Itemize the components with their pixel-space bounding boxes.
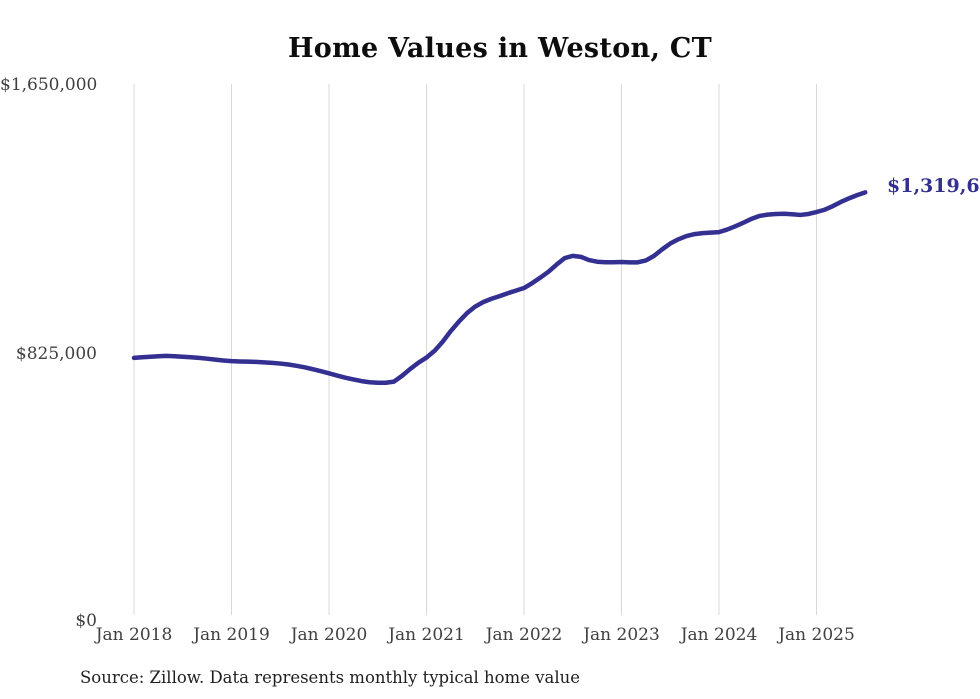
y-axis-tick-825000: $825,000 <box>15 344 97 364</box>
x-axis-tick-jan-2023: Jan 2023 <box>583 625 660 645</box>
y-axis-tick-0: $0 <box>75 611 97 631</box>
x-axis-tick-jan-2021: Jan 2021 <box>388 625 465 645</box>
x-axis-tick-jan-2018: Jan 2018 <box>95 625 173 645</box>
x-axis-tick-jan-2025: Jan 2025 <box>778 625 855 645</box>
chart-title: Home Values in Weston, CT <box>287 33 713 64</box>
x-axis-tick-jan-2022: Jan 2022 <box>485 625 563 645</box>
x-axis-tick-jan-2019: Jan 2019 <box>193 625 270 645</box>
y-axis-tick-1650000: $1,650,000 <box>0 75 98 95</box>
x-axis-tick-jan-2020: Jan 2020 <box>290 625 368 645</box>
x-axis-tick-jan-2024: Jan 2024 <box>680 625 758 645</box>
source-note: Source: Zillow. Data represents monthly … <box>80 668 581 687</box>
current-value-label: $1,319,61 <box>887 175 980 197</box>
home-value-line <box>131 190 868 385</box>
